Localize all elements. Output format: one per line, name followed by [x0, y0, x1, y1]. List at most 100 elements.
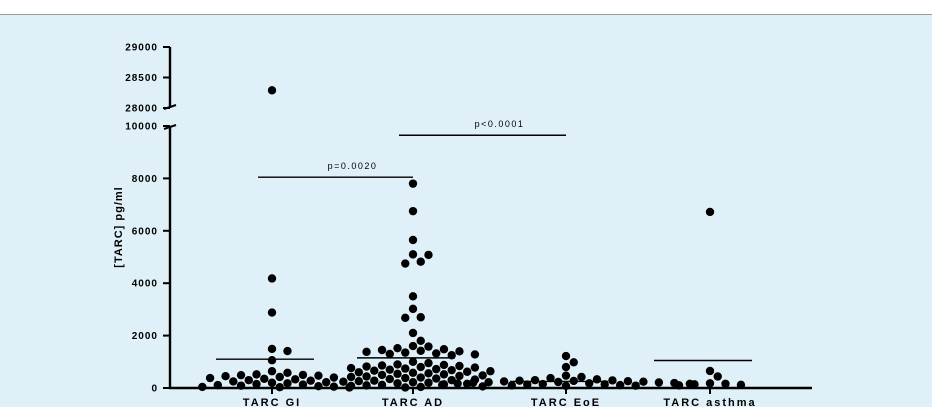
data-point — [401, 373, 410, 383]
data-point — [424, 378, 433, 387]
data-point — [424, 369, 433, 378]
data-point — [432, 364, 441, 374]
data-point — [437, 380, 447, 390]
data-point — [229, 377, 238, 386]
data-point — [354, 368, 364, 377]
data-point — [585, 379, 594, 388]
data-point — [416, 346, 425, 355]
data-point — [455, 371, 464, 381]
data-point — [690, 380, 699, 389]
data-point — [654, 378, 664, 387]
data-point — [455, 347, 464, 356]
data-point — [362, 347, 371, 357]
data-point — [377, 361, 387, 370]
data-point — [408, 328, 418, 338]
data-point — [283, 379, 292, 388]
data-point — [486, 367, 495, 376]
data-point — [424, 250, 433, 260]
data-point — [408, 368, 418, 378]
data-point — [408, 357, 418, 366]
data-point — [283, 346, 292, 356]
data-point — [453, 379, 462, 388]
data-point — [408, 341, 418, 351]
y-tick-label: 0 — [151, 384, 158, 395]
data-point — [244, 375, 253, 385]
data-point — [377, 380, 387, 390]
data-point — [377, 370, 387, 380]
x-tick-label: TARC AD — [382, 397, 444, 408]
data-point — [401, 259, 410, 268]
y-tick-label: 28500 — [125, 73, 158, 84]
data-point — [213, 380, 223, 390]
data-point — [408, 250, 418, 259]
data-point — [252, 379, 261, 389]
data-point — [408, 206, 418, 216]
data-point — [362, 362, 371, 371]
data-point — [577, 372, 586, 382]
data-point — [329, 373, 339, 382]
data-point — [354, 376, 364, 386]
data-point — [377, 345, 387, 355]
data-point — [385, 365, 394, 374]
scatter-chart: 0 2000 4000 6000 8000 10000 28000 28500 29000 [TA… — [113, 43, 812, 408]
data-point — [478, 371, 487, 380]
data-point — [736, 380, 746, 390]
data-point — [416, 257, 425, 266]
chart-panel: 0 2000 4000 6000 8000 10000 28000 28500 29000 [TA… — [0, 14, 932, 408]
data-point — [275, 372, 284, 382]
data-point — [515, 376, 524, 385]
data-point — [432, 349, 441, 358]
data-point — [561, 371, 571, 380]
data-point — [236, 381, 246, 390]
y-tick-label: 10000 — [125, 122, 158, 133]
y-tick-label: 29000 — [125, 43, 158, 54]
data-point — [385, 374, 394, 384]
data-point — [416, 313, 425, 322]
data-point — [608, 376, 617, 385]
data-point — [705, 366, 715, 376]
data-point — [267, 378, 277, 387]
data-point — [470, 363, 480, 372]
data-point — [447, 365, 456, 375]
data-point — [439, 370, 449, 379]
data-point — [362, 372, 371, 381]
data-point — [623, 376, 633, 386]
data-point — [393, 379, 402, 388]
data-point — [408, 292, 418, 301]
data-point — [267, 86, 277, 95]
data-point — [346, 372, 356, 382]
data-point — [705, 379, 715, 388]
data-point — [401, 383, 410, 392]
data-point — [346, 363, 356, 373]
data-point — [306, 376, 315, 385]
data-point — [401, 313, 410, 322]
data-point — [401, 364, 410, 373]
data-point — [283, 368, 292, 378]
data-point — [424, 342, 433, 351]
data-point — [569, 358, 578, 367]
data-point — [205, 373, 215, 383]
data-point — [478, 382, 487, 391]
data-point — [468, 378, 478, 387]
data-point — [432, 374, 441, 383]
data-point — [705, 207, 715, 217]
data-point — [462, 367, 472, 376]
data-point — [439, 345, 449, 354]
data-point — [393, 369, 402, 379]
y-tick-label: 4000 — [132, 279, 158, 290]
data-point — [674, 381, 684, 390]
data-point — [267, 367, 277, 376]
data-point — [393, 360, 402, 369]
data-point — [499, 377, 509, 386]
data-point — [507, 381, 517, 390]
data-point — [408, 235, 418, 245]
data-point — [530, 375, 540, 385]
data-point — [561, 351, 571, 361]
data-point — [346, 381, 356, 391]
data-point — [275, 383, 284, 392]
data-point — [600, 380, 609, 389]
data-point — [221, 372, 230, 381]
data-point — [484, 378, 493, 387]
data-point — [393, 343, 402, 353]
data-point — [252, 370, 261, 379]
